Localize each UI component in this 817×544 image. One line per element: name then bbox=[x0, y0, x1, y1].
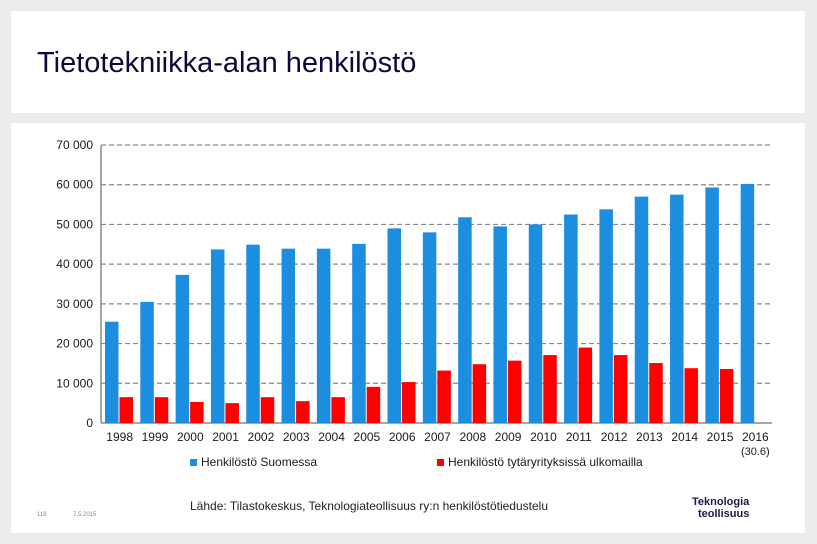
page-title: Tietotekniikka-alan henkilöstö bbox=[37, 47, 417, 79]
x-tick-label: 2000 bbox=[177, 430, 204, 444]
x-tick-label: 2002 bbox=[248, 430, 275, 444]
bar-series1 bbox=[422, 232, 437, 423]
legend-label-series1: Henkilöstö Suomessa bbox=[201, 455, 318, 469]
bar-series2 bbox=[543, 355, 557, 423]
bar-series1 bbox=[599, 209, 613, 423]
y-tick-label: 70 000 bbox=[56, 138, 93, 152]
x-tick-label: 2001 bbox=[212, 430, 239, 444]
y-tick-label: 30 000 bbox=[56, 297, 93, 311]
bar-series2 bbox=[366, 386, 381, 423]
x-tick-label: 2004 bbox=[318, 430, 345, 444]
bar-series1 bbox=[352, 243, 366, 423]
page-number: 119 bbox=[37, 512, 47, 518]
x-tick-label: 2014 bbox=[671, 430, 698, 444]
bar-series1 bbox=[740, 183, 755, 423]
bar-series2 bbox=[649, 363, 663, 423]
x-tick-label: 1998 bbox=[106, 430, 133, 444]
x-tick-label: 2011 bbox=[566, 430, 592, 444]
bar-series2 bbox=[578, 347, 593, 423]
slide-date: 7.5.2015 bbox=[73, 512, 97, 518]
bar-series1 bbox=[493, 226, 507, 423]
company-logo: Teknologia teollisuus bbox=[692, 496, 749, 520]
bar-series2 bbox=[331, 397, 345, 423]
bar-series2 bbox=[119, 397, 133, 423]
bar-series1 bbox=[175, 274, 190, 423]
y-tick-label: 50 000 bbox=[56, 217, 93, 231]
x-tick-label: 2013 bbox=[636, 430, 663, 444]
bar-series2 bbox=[402, 382, 416, 423]
bar-series1 bbox=[458, 217, 472, 423]
y-tick-label: 20 000 bbox=[56, 337, 93, 351]
bar-series2 bbox=[613, 355, 628, 423]
bar-series1 bbox=[528, 224, 543, 423]
bar-series2 bbox=[472, 364, 487, 423]
bar-series2 bbox=[190, 401, 204, 423]
x-tick-label: 2012 bbox=[601, 430, 628, 444]
x-tick-label: 2005 bbox=[354, 430, 381, 444]
bar-series2 bbox=[437, 370, 451, 423]
title-panel: Tietotekniikka-alan henkilöstö bbox=[11, 11, 805, 113]
y-tick-label: 60 000 bbox=[56, 178, 93, 192]
legend-swatch-series2 bbox=[437, 458, 444, 466]
bar-series2 bbox=[225, 403, 239, 423]
bar-series1 bbox=[387, 228, 402, 423]
x-tick-label: 1999 bbox=[142, 430, 169, 444]
x-tick-label: 2003 bbox=[283, 430, 310, 444]
x-tick-label: 2006 bbox=[389, 430, 416, 444]
bar-series1 bbox=[634, 196, 649, 423]
bar-series1 bbox=[316, 248, 331, 423]
x-tick-label: 2016 bbox=[742, 430, 769, 444]
x-tick-label: 2007 bbox=[424, 430, 451, 444]
x-tick-label: 2009 bbox=[495, 430, 522, 444]
bar-series2 bbox=[260, 397, 275, 423]
y-tick-label: 10 000 bbox=[56, 376, 93, 390]
bar-series2 bbox=[507, 360, 522, 423]
legend-item-series1: Henkilöstö Suomessa bbox=[190, 455, 317, 469]
bar-series2 bbox=[296, 401, 310, 423]
y-tick-label: 0 bbox=[86, 416, 93, 430]
bar-series2 bbox=[154, 397, 169, 423]
x-tick-sublabel: (30.6) bbox=[741, 446, 770, 458]
bar-series1 bbox=[140, 301, 154, 423]
logo-line2: teollisuus bbox=[698, 508, 750, 520]
x-tick-label: 2015 bbox=[707, 430, 734, 444]
bar-series1 bbox=[281, 248, 296, 423]
y-tick-label: 40 000 bbox=[56, 257, 93, 271]
legend-label-series2: Henkilöstö tytäryrityksissä ulkomailla bbox=[448, 455, 643, 469]
x-tick-label: 2008 bbox=[459, 430, 486, 444]
bar-series1 bbox=[670, 194, 684, 423]
x-tick-label: 2010 bbox=[530, 430, 557, 444]
legend-swatch-series1 bbox=[190, 458, 197, 466]
source-note: Lähde: Tilastokeskus, Teknologiateollisu… bbox=[190, 499, 548, 513]
bar-series1 bbox=[246, 244, 260, 423]
bar-series1 bbox=[210, 249, 225, 423]
bar-series1 bbox=[564, 214, 578, 423]
logo-line1: Teknologia bbox=[692, 496, 750, 508]
legend-item-series2: Henkilöstö tytäryrityksissä ulkomailla bbox=[437, 455, 643, 469]
bar-series1 bbox=[705, 187, 719, 423]
bar-series2 bbox=[719, 368, 734, 423]
bar-series1 bbox=[105, 321, 119, 423]
bar-series2 bbox=[684, 368, 699, 423]
